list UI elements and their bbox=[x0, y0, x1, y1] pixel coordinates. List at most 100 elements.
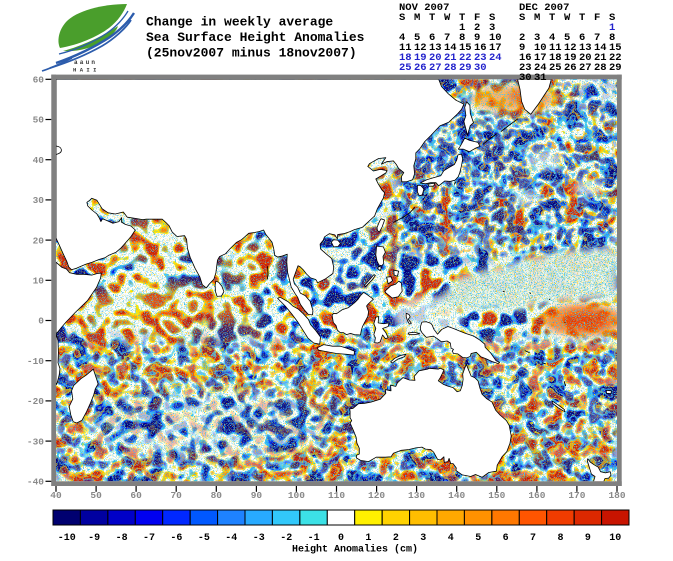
svg-text:1: 1 bbox=[609, 22, 615, 34]
svg-text:-20: -20 bbox=[27, 396, 44, 407]
svg-text:9: 9 bbox=[585, 533, 591, 544]
svg-text:17: 17 bbox=[534, 52, 547, 64]
svg-text:19: 19 bbox=[414, 52, 427, 64]
svg-text:17: 17 bbox=[489, 42, 502, 54]
svg-text:-5: -5 bbox=[198, 533, 210, 544]
svg-text:6: 6 bbox=[503, 533, 509, 544]
svg-text:27: 27 bbox=[579, 62, 592, 74]
svg-text:140: 140 bbox=[448, 490, 465, 501]
svg-text:24: 24 bbox=[534, 62, 547, 74]
svg-text:-10: -10 bbox=[58, 533, 76, 544]
svg-text:4: 4 bbox=[448, 533, 454, 544]
svg-text:90: 90 bbox=[251, 490, 263, 501]
svg-text:(25nov2007 minus 18nov2007): (25nov2007 minus 18nov2007) bbox=[146, 46, 357, 61]
svg-text:23: 23 bbox=[519, 62, 532, 74]
svg-text:5: 5 bbox=[414, 32, 420, 44]
svg-text:110: 110 bbox=[328, 490, 345, 501]
svg-text:40: 40 bbox=[50, 490, 62, 501]
svg-text:80: 80 bbox=[211, 490, 223, 501]
svg-text:22: 22 bbox=[459, 52, 472, 64]
svg-text:12: 12 bbox=[414, 42, 427, 54]
svg-text:Change in weekly average: Change in weekly average bbox=[146, 15, 333, 30]
svg-text:50: 50 bbox=[33, 115, 45, 126]
svg-text:M: M bbox=[534, 12, 540, 24]
svg-text:170: 170 bbox=[568, 490, 585, 501]
svg-text:-6: -6 bbox=[170, 533, 182, 544]
svg-text:3: 3 bbox=[489, 22, 495, 34]
svg-text:150: 150 bbox=[488, 490, 505, 501]
svg-text:11: 11 bbox=[549, 42, 562, 54]
svg-text:21: 21 bbox=[594, 52, 607, 64]
svg-text:24: 24 bbox=[489, 52, 502, 64]
svg-text:7: 7 bbox=[444, 32, 450, 44]
svg-text:31: 31 bbox=[534, 72, 547, 84]
svg-text:2: 2 bbox=[393, 533, 399, 544]
svg-text:11: 11 bbox=[399, 42, 412, 54]
svg-text:3: 3 bbox=[534, 32, 540, 44]
svg-text:120: 120 bbox=[368, 490, 385, 501]
svg-text:-2: -2 bbox=[280, 533, 292, 544]
svg-text:1: 1 bbox=[459, 22, 465, 34]
svg-text:M: M bbox=[414, 12, 420, 24]
svg-text:8: 8 bbox=[459, 32, 465, 44]
svg-text:27: 27 bbox=[429, 62, 442, 74]
svg-text:T: T bbox=[459, 12, 465, 24]
svg-text:T: T bbox=[549, 12, 555, 24]
svg-text:5: 5 bbox=[475, 533, 481, 544]
svg-text:23: 23 bbox=[474, 52, 487, 64]
svg-text:30: 30 bbox=[33, 195, 45, 206]
svg-text:-30: -30 bbox=[27, 436, 44, 447]
svg-text:S: S bbox=[399, 12, 405, 24]
svg-text:0: 0 bbox=[338, 533, 344, 544]
svg-text:13: 13 bbox=[579, 42, 592, 54]
svg-text:29: 29 bbox=[459, 62, 472, 74]
svg-text:12: 12 bbox=[564, 42, 577, 54]
svg-text:S: S bbox=[519, 12, 525, 24]
svg-text:3: 3 bbox=[420, 533, 426, 544]
svg-text:2: 2 bbox=[474, 22, 480, 34]
svg-text:5: 5 bbox=[564, 32, 570, 44]
svg-text:30: 30 bbox=[519, 72, 532, 84]
svg-text:W: W bbox=[564, 12, 571, 24]
svg-text:7: 7 bbox=[594, 32, 600, 44]
svg-text:16: 16 bbox=[519, 52, 532, 64]
svg-text:4: 4 bbox=[549, 32, 555, 44]
svg-text:aaun: aaun bbox=[74, 59, 97, 66]
svg-text:20: 20 bbox=[429, 52, 442, 64]
svg-text:8: 8 bbox=[609, 32, 615, 44]
svg-text:NOV 2007: NOV 2007 bbox=[399, 2, 449, 14]
svg-text:7: 7 bbox=[530, 533, 536, 544]
svg-text:16: 16 bbox=[474, 42, 487, 54]
svg-text:F: F bbox=[474, 12, 480, 24]
svg-text:14: 14 bbox=[594, 42, 607, 54]
svg-text:60: 60 bbox=[130, 490, 142, 501]
svg-text:14: 14 bbox=[444, 42, 457, 54]
svg-text:10: 10 bbox=[33, 276, 45, 287]
svg-text:9: 9 bbox=[519, 42, 525, 54]
svg-text:DEC 2007: DEC 2007 bbox=[519, 2, 569, 14]
svg-text:25: 25 bbox=[549, 62, 562, 74]
svg-text:-10: -10 bbox=[27, 356, 44, 367]
svg-text:Sea Surface Height Anomalies: Sea Surface Height Anomalies bbox=[146, 30, 365, 45]
svg-text:18: 18 bbox=[399, 52, 412, 64]
svg-text:-3: -3 bbox=[253, 533, 265, 544]
svg-text:20: 20 bbox=[579, 52, 592, 64]
svg-text:4: 4 bbox=[399, 32, 405, 44]
svg-text:F: F bbox=[594, 12, 600, 24]
svg-text:29: 29 bbox=[609, 62, 622, 74]
svg-text:-1: -1 bbox=[308, 533, 320, 544]
svg-text:2: 2 bbox=[519, 32, 525, 44]
svg-text:50: 50 bbox=[90, 490, 102, 501]
svg-text:T: T bbox=[579, 12, 585, 24]
svg-text:180: 180 bbox=[608, 490, 625, 501]
svg-text:-9: -9 bbox=[88, 533, 100, 544]
svg-text:21: 21 bbox=[444, 52, 457, 64]
svg-text:9: 9 bbox=[474, 32, 480, 44]
svg-text:18: 18 bbox=[549, 52, 562, 64]
svg-text:0: 0 bbox=[38, 316, 44, 327]
svg-text:W: W bbox=[444, 12, 451, 24]
svg-text:-8: -8 bbox=[116, 533, 128, 544]
svg-text:S: S bbox=[489, 12, 495, 24]
svg-text:26: 26 bbox=[414, 62, 427, 74]
svg-text:6: 6 bbox=[579, 32, 585, 44]
